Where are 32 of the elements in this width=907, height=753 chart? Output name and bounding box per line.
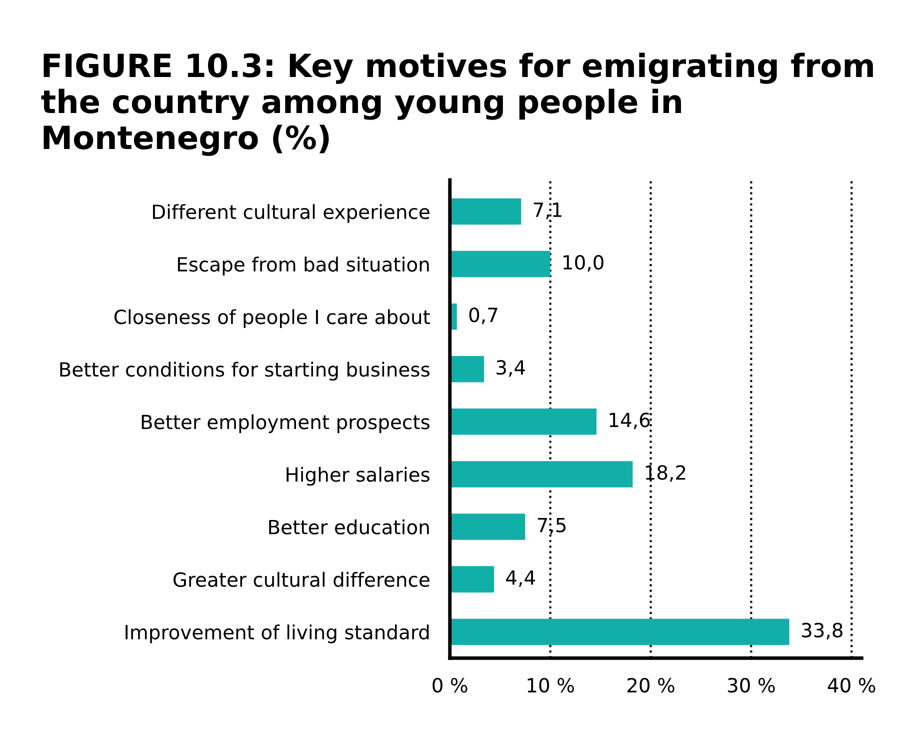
- data-label: 3,4: [496, 360, 525, 377]
- bar: [450, 198, 522, 225]
- x-tick-label: 10 %: [528, 678, 574, 693]
- y-tick-label: Improvement of living standard: [126, 624, 429, 644]
- data-label: 4,4: [506, 570, 536, 587]
- y-tick-label: Different cultural experience: [153, 204, 430, 223]
- data-label: 10,0: [564, 254, 604, 272]
- data-label: 7,5: [538, 518, 566, 534]
- x-tick-label: 30 %: [728, 678, 775, 693]
- bar: [450, 356, 484, 382]
- data-label: 33,8: [802, 622, 842, 640]
- bar: [450, 408, 597, 435]
- chart-title: FIGURE 10.3: Key motives for emigrating from the country among young people in Montenegro (%): [41, 52, 873, 156]
- bar: [450, 566, 494, 592]
- bar: [450, 250, 550, 278]
- bar: [450, 461, 633, 488]
- data-label: 7,1: [534, 202, 562, 220]
- data-label: 14,6: [610, 412, 650, 430]
- bar: [450, 514, 526, 540]
- bar: [450, 618, 790, 645]
- y-tick-label: Better education: [269, 519, 429, 534]
- y-tick-label: Greater cultural difference: [174, 572, 430, 587]
- y-tick-label: Escape from bad situation: [178, 256, 429, 276]
- y-tick-label: Better conditions for starting business: [60, 362, 430, 381]
- y-tick-label: Higher salaries: [286, 466, 430, 486]
- x-tick-label: 40 %: [828, 678, 876, 693]
- x-tick-label: 0 %: [432, 678, 468, 693]
- y-tick-label: Closeness of people I care about: [114, 309, 430, 328]
- data-label: 18,2: [646, 465, 686, 482]
- x-tick-label: 20 %: [627, 678, 674, 693]
- data-label: 0,7: [469, 308, 498, 324]
- y-tick-label: Better employment prospects: [142, 414, 430, 434]
